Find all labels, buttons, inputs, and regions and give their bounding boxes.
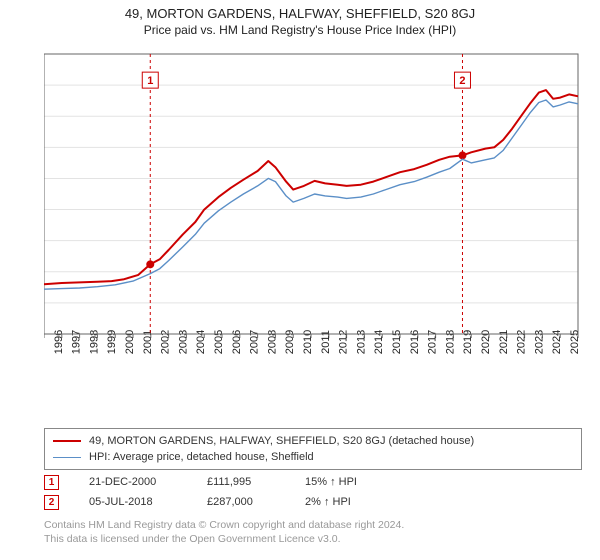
- svg-text:2001: 2001: [142, 330, 154, 354]
- svg-text:2024: 2024: [551, 330, 563, 354]
- svg-text:2009: 2009: [284, 330, 296, 354]
- svg-text:2014: 2014: [373, 330, 385, 354]
- legend-swatch: [53, 457, 81, 458]
- svg-text:2023: 2023: [533, 330, 545, 354]
- footer-line-2: This data is licensed under the Open Gov…: [44, 532, 582, 546]
- svg-text:2025: 2025: [569, 330, 581, 354]
- event-marker: 1: [44, 475, 59, 490]
- event-pct: 15% ↑ HPI: [305, 476, 395, 488]
- svg-text:2013: 2013: [355, 330, 367, 354]
- svg-text:2012: 2012: [338, 330, 350, 354]
- svg-text:2004: 2004: [195, 330, 207, 354]
- legend-swatch: [53, 440, 81, 442]
- svg-text:1997: 1997: [71, 330, 83, 354]
- legend-label: HPI: Average price, detached house, Shef…: [89, 451, 314, 463]
- event-row: 2 05-JUL-2018 £287,000 2% ↑ HPI: [44, 492, 582, 512]
- svg-text:2005: 2005: [213, 330, 225, 354]
- event-date: 21-DEC-2000: [89, 476, 189, 488]
- svg-text:2018: 2018: [444, 330, 456, 354]
- svg-text:1999: 1999: [106, 330, 118, 354]
- svg-text:2015: 2015: [391, 330, 403, 354]
- event-list: 1 21-DEC-2000 £111,995 15% ↑ HPI 2 05-JUL-201…: [44, 472, 582, 512]
- event-date: 05-JUL-2018: [89, 496, 189, 508]
- footer-line-1: Contains HM Land Registry data © Crown c…: [44, 518, 582, 532]
- svg-text:2002: 2002: [160, 330, 172, 354]
- svg-text:1996: 1996: [53, 330, 65, 354]
- legend-label: 49, MORTON GARDENS, HALFWAY, SHEFFIELD, …: [89, 435, 474, 447]
- event-marker: 2: [44, 495, 59, 510]
- legend-item: HPI: Average price, detached house, Shef…: [53, 449, 573, 465]
- event-row: 1 21-DEC-2000 £111,995 15% ↑ HPI: [44, 472, 582, 492]
- event-price: £111,995: [207, 476, 287, 488]
- svg-text:1: 1: [147, 75, 153, 87]
- svg-text:2016: 2016: [409, 330, 421, 354]
- event-price: £287,000: [207, 496, 287, 508]
- svg-text:2017: 2017: [427, 330, 439, 354]
- svg-text:2019: 2019: [462, 330, 474, 354]
- svg-text:2003: 2003: [177, 330, 189, 354]
- page-title: 49, MORTON GARDENS, HALFWAY, SHEFFIELD, …: [0, 0, 600, 21]
- svg-text:2007: 2007: [249, 330, 261, 354]
- svg-text:1998: 1998: [88, 330, 100, 354]
- page-subtitle: Price paid vs. HM Land Registry's House …: [0, 21, 600, 37]
- svg-text:2010: 2010: [302, 330, 314, 354]
- legend-item: 49, MORTON GARDENS, HALFWAY, SHEFFIELD, …: [53, 433, 573, 449]
- svg-text:2021: 2021: [498, 330, 510, 354]
- svg-text:2008: 2008: [266, 330, 278, 354]
- svg-text:2000: 2000: [124, 330, 136, 354]
- svg-text:2: 2: [459, 75, 465, 87]
- footer-attribution: Contains HM Land Registry data © Crown c…: [44, 518, 582, 546]
- svg-text:2022: 2022: [516, 330, 528, 354]
- legend: 49, MORTON GARDENS, HALFWAY, SHEFFIELD, …: [44, 428, 582, 470]
- svg-text:2020: 2020: [480, 330, 492, 354]
- price-chart: £0£50K£100K£150K£200K£250K£300K£350K£400…: [44, 50, 584, 380]
- svg-text:2006: 2006: [231, 330, 243, 354]
- event-pct: 2% ↑ HPI: [305, 496, 395, 508]
